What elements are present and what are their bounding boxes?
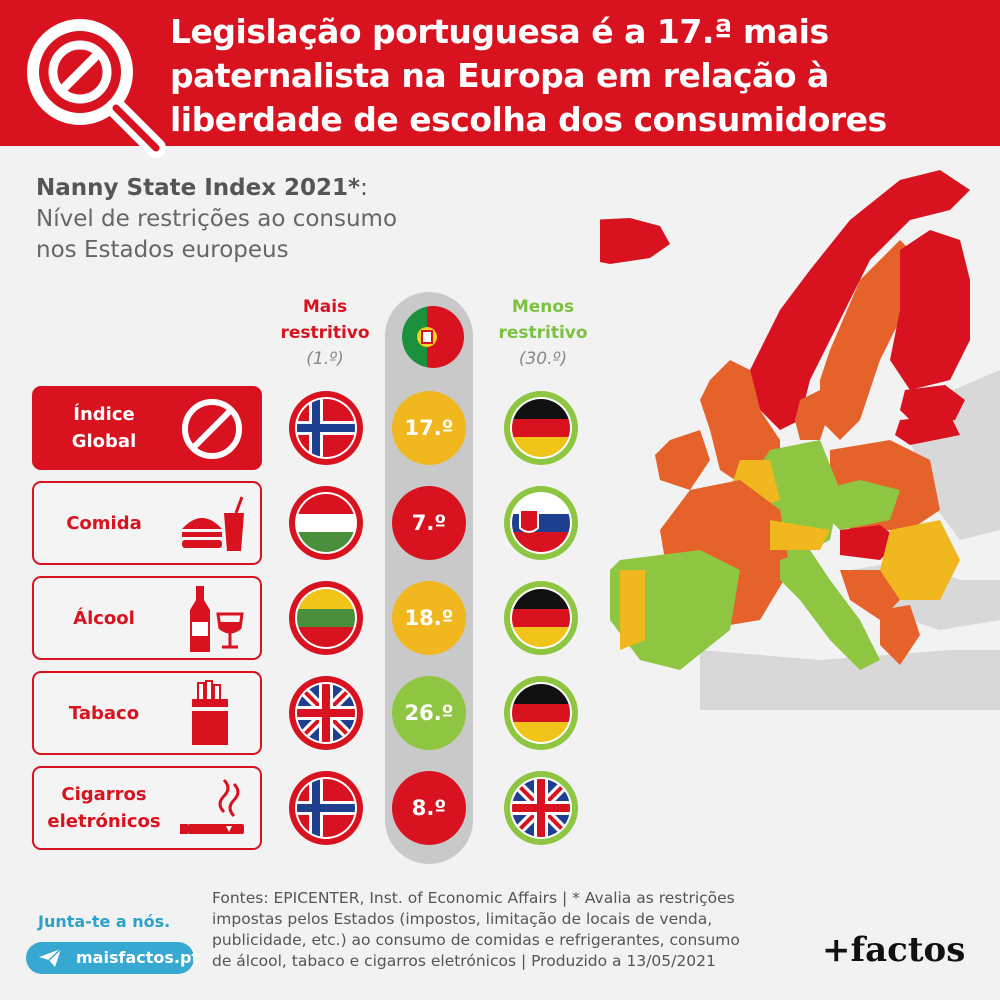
category-label: eletrónicos <box>47 811 161 832</box>
flag-slovakia <box>502 484 580 562</box>
sources-line: de álcool, tabaco e cigarros eletrónicos… <box>212 952 716 970</box>
europe-map <box>600 170 1000 710</box>
portugal-flag-icon <box>402 306 464 368</box>
portugal-rank: 18.º <box>392 581 466 655</box>
sources-note: Fontes: EPICENTER, Inst. of Economic Aff… <box>212 888 812 972</box>
header-label: restritivo <box>280 323 370 343</box>
flag-germany <box>502 389 580 467</box>
flag-hungary <box>287 484 365 562</box>
category-label: Álcool <box>73 607 135 629</box>
portugal-column <box>385 292 473 864</box>
rank-value: 17.º <box>404 416 454 440</box>
index-name: Nanny State Index 2021* <box>36 175 361 201</box>
portugal-rank: 26.º <box>392 676 466 750</box>
category-label: Tabaco <box>68 702 140 724</box>
category-tobacco: Tabaco <box>32 671 262 755</box>
no-entry-icon <box>182 399 242 459</box>
header-label: Mais <box>302 297 348 317</box>
flag-germany <box>502 579 580 657</box>
join-us-text: Junta-te a nós. <box>38 912 171 931</box>
subtitle-colon: : <box>360 175 368 201</box>
alcohol-icon <box>190 586 244 652</box>
rank-value: 18.º <box>404 606 454 630</box>
flag-uk <box>287 674 365 752</box>
title-line: paternalista na Europa em relação à <box>170 56 829 95</box>
header-label: Menos <box>511 297 575 317</box>
most-restrictive-header: Mais restritivo (1.º) <box>270 294 380 372</box>
header-label: restritivo <box>498 323 588 343</box>
subtitle: Nanny State Index 2021*: Nível de restri… <box>36 172 556 266</box>
ecigarette-icon <box>180 778 244 834</box>
flag-norway <box>287 769 365 847</box>
sources-line: publicidade, etc.) ao consumo de comidas… <box>212 931 740 949</box>
portugal-rank: 17.º <box>392 391 466 465</box>
category-food: Comida <box>32 481 262 565</box>
sources-line: Fontes: EPICENTER, Inst. of Economic Aff… <box>212 889 735 907</box>
page-title: Legislação portuguesa é a 17.ª mais pate… <box>170 10 990 142</box>
header-rank: (30.º) <box>518 349 568 369</box>
food-icon <box>182 496 244 551</box>
rank-value: 7.º <box>411 511 447 535</box>
portugal-rank: 8.º <box>392 771 466 845</box>
website-link[interactable]: maisfactos.pt <box>26 942 199 974</box>
flag-germany <box>502 674 580 752</box>
brand-logo: +factos <box>822 930 966 970</box>
flag-norway <box>287 389 365 467</box>
category-global-index: Índice Global <box>32 386 262 470</box>
category-label: Índice <box>73 404 135 425</box>
rank-value: 8.º <box>411 796 447 820</box>
least-restrictive-header: Menos restritivo (30.º) <box>485 294 601 372</box>
website-label: maisfactos.pt <box>76 948 200 967</box>
title-line: Legislação portuguesa é a 17.ª mais <box>170 12 829 51</box>
portugal-rank: 7.º <box>392 486 466 560</box>
tobacco-icon <box>192 680 228 745</box>
flag-uk <box>502 769 580 847</box>
category-label: Cigarros <box>61 784 147 805</box>
title-line: liberdade de escolha dos consumidores <box>170 100 887 139</box>
category-ecigarettes: Cigarros eletrónicos <box>32 766 262 850</box>
sources-line: impostas pelos Estados (impostos, limita… <box>212 910 713 928</box>
header-banner: Legislação portuguesa é a 17.ª mais pate… <box>0 0 1000 158</box>
no-entry-magnifier-icon <box>27 19 166 158</box>
subtitle-line: Nível de restrições ao consumo <box>36 206 398 232</box>
paper-plane-icon <box>39 948 62 967</box>
rank-value: 26.º <box>404 701 454 725</box>
category-label: Comida <box>66 512 142 534</box>
flag-lithuania <box>287 579 365 657</box>
category-alcohol: Álcool <box>32 576 262 660</box>
category-label: Global <box>71 431 137 452</box>
header-rank: (1.º) <box>306 349 344 369</box>
subtitle-line: nos Estados europeus <box>36 237 289 263</box>
